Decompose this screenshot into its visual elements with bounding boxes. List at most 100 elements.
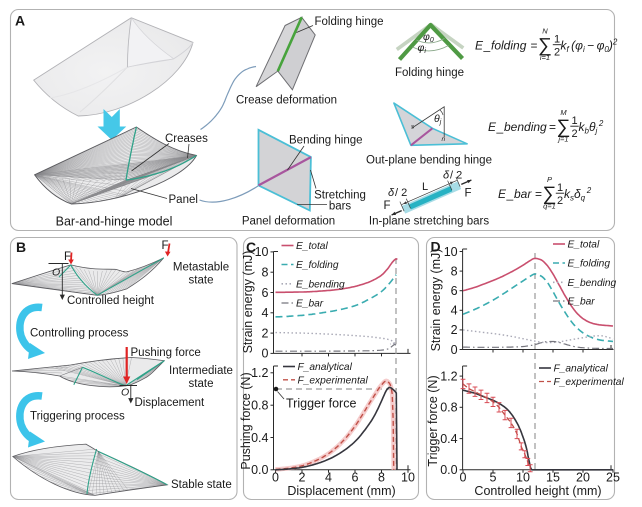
svg-text:15: 15 xyxy=(546,471,560,485)
svg-text:0: 0 xyxy=(451,343,458,357)
svg-text:δ: δ xyxy=(443,170,450,182)
svg-text:2: 2 xyxy=(262,326,269,340)
svg-text:bending: bending xyxy=(504,120,547,134)
svg-text:Displacement: Displacement xyxy=(135,397,205,409)
svg-text:10: 10 xyxy=(255,245,269,259)
svg-text:4: 4 xyxy=(262,306,269,320)
svg-text:6: 6 xyxy=(352,471,359,485)
svg-text:Intermediate: Intermediate xyxy=(169,365,233,377)
svg-text:_: _ xyxy=(506,187,514,201)
svg-text:C: C xyxy=(246,239,256,255)
svg-text:E_total: E_total xyxy=(568,240,600,251)
svg-text:O: O xyxy=(52,267,60,279)
svg-text:4: 4 xyxy=(325,471,332,485)
svg-text:Bar-and-hinge model: Bar-and-hinge model xyxy=(56,215,173,229)
svg-text:0.8: 0.8 xyxy=(251,398,268,412)
svg-text:10: 10 xyxy=(516,471,530,485)
svg-text:0.0: 0.0 xyxy=(440,463,457,477)
svg-text:Bending hinge: Bending hinge xyxy=(289,135,363,147)
svg-text:6: 6 xyxy=(451,284,458,298)
svg-text:/ 2: / 2 xyxy=(395,187,407,199)
svg-text:20: 20 xyxy=(576,471,590,485)
svg-text:F_analytical: F_analytical xyxy=(298,362,353,373)
svg-text:F: F xyxy=(384,200,391,212)
svg-text:state: state xyxy=(189,378,214,390)
svg-text:In-plane stretching bars: In-plane stretching bars xyxy=(369,216,489,228)
svg-text:F: F xyxy=(162,240,169,252)
svg-text:P: P xyxy=(547,175,552,184)
svg-text:δ: δ xyxy=(388,187,395,199)
svg-text:10: 10 xyxy=(444,245,458,259)
svg-text:2: 2 xyxy=(571,128,577,140)
svg-text:Creases: Creases xyxy=(165,133,208,145)
svg-text:1: 1 xyxy=(554,34,560,46)
svg-text:0: 0 xyxy=(272,471,279,485)
svg-text:Pushing force (N): Pushing force (N) xyxy=(239,372,253,469)
svg-text:Folding hinge: Folding hinge xyxy=(315,16,384,28)
svg-text:=: = xyxy=(531,39,538,53)
svg-text:2: 2 xyxy=(557,195,563,207)
svg-text:E_folding: E_folding xyxy=(568,259,611,270)
svg-text:i=1: i=1 xyxy=(540,53,550,62)
svg-text:F_experimental: F_experimental xyxy=(298,375,369,386)
svg-text:∑: ∑ xyxy=(557,116,571,138)
svg-text:E_folding: E_folding xyxy=(296,260,339,271)
svg-text:2: 2 xyxy=(554,46,560,58)
svg-text:6: 6 xyxy=(262,286,269,300)
svg-text:5: 5 xyxy=(490,471,497,485)
svg-text:L: L xyxy=(422,181,428,193)
svg-text:Displacement (mm): Displacement (mm) xyxy=(287,484,395,498)
svg-text:s: s xyxy=(411,124,415,131)
svg-text:1.2: 1.2 xyxy=(440,369,457,383)
svg-text:F: F xyxy=(465,188,472,200)
svg-text:Strain energy (mJ): Strain energy (mJ) xyxy=(241,251,255,354)
svg-text:O: O xyxy=(121,387,129,399)
svg-text:θj: θj xyxy=(434,113,442,126)
svg-text:E_bar: E_bar xyxy=(568,297,596,308)
svg-text:kf (φi − φ0)2: kf (φi − φ0)2 xyxy=(561,38,618,55)
svg-text:1: 1 xyxy=(557,182,563,194)
svg-text:Metastable: Metastable xyxy=(173,262,229,274)
svg-text:E_bending: E_bending xyxy=(296,279,345,290)
svg-text:E: E xyxy=(475,39,484,53)
svg-text:=: = xyxy=(549,120,556,134)
svg-text:Strain energy (mJ): Strain energy (mJ) xyxy=(429,249,443,352)
svg-text:D: D xyxy=(431,239,441,255)
svg-text:∑: ∑ xyxy=(543,183,557,205)
svg-text:E_total: E_total xyxy=(296,241,328,252)
svg-text:Triggering process: Triggering process xyxy=(30,411,125,423)
svg-text:n: n xyxy=(442,136,446,143)
svg-text:bar: bar xyxy=(514,187,532,201)
svg-text:=: = xyxy=(535,187,542,201)
svg-text:bars: bars xyxy=(329,201,352,213)
svg-text:Out-plane bending hinge: Out-plane bending hinge xyxy=(366,155,492,167)
svg-text:10: 10 xyxy=(401,471,415,485)
svg-text:0.4: 0.4 xyxy=(440,432,457,446)
svg-text:A: A xyxy=(15,13,25,29)
svg-text:B: B xyxy=(16,239,26,255)
svg-text:Crease deformation: Crease deformation xyxy=(236,95,337,107)
svg-text:/ 2: / 2 xyxy=(450,170,462,182)
svg-text:_: _ xyxy=(483,39,491,53)
svg-text:1.2: 1.2 xyxy=(251,366,268,380)
svg-text:25: 25 xyxy=(606,471,620,485)
svg-text:folding: folding xyxy=(491,39,527,53)
svg-text:state: state xyxy=(189,275,214,287)
svg-text:F_analytical: F_analytical xyxy=(554,364,609,375)
svg-text:8: 8 xyxy=(262,266,269,280)
svg-text:0: 0 xyxy=(262,347,269,361)
svg-text:E: E xyxy=(498,187,507,201)
svg-text:j=1: j=1 xyxy=(557,135,568,144)
svg-text:Stretching: Stretching xyxy=(314,190,366,202)
svg-text:q=1: q=1 xyxy=(543,202,556,211)
svg-text:Stable state: Stable state xyxy=(171,479,232,491)
svg-text:φ0: φ0 xyxy=(423,31,434,44)
svg-text:_: _ xyxy=(496,120,504,134)
svg-text:F: F xyxy=(64,251,71,263)
svg-text:8: 8 xyxy=(378,471,385,485)
svg-text:E_bending: E_bending xyxy=(568,278,617,289)
svg-text:1: 1 xyxy=(571,115,577,127)
svg-text:∑: ∑ xyxy=(538,35,552,57)
svg-text:0.0: 0.0 xyxy=(251,463,268,477)
svg-text:E_bar: E_bar xyxy=(296,299,324,310)
